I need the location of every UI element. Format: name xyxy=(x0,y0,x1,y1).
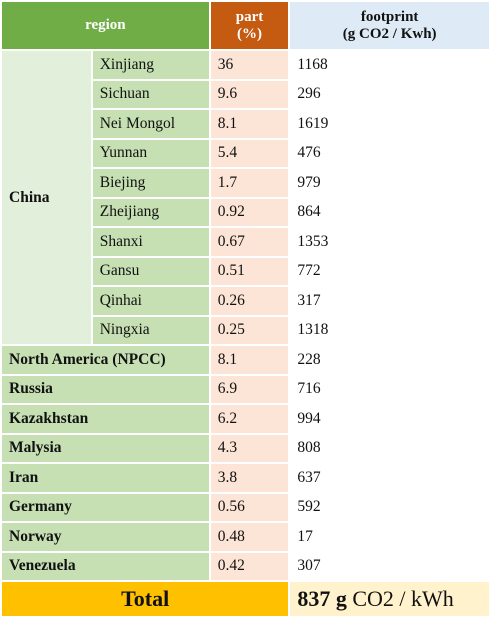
footprint-value: 296 xyxy=(290,80,489,108)
footprint-header-unit: (g CO2 / Kwh) xyxy=(342,25,437,42)
part-value: 0.92 xyxy=(210,198,289,226)
countries-section: North America (NPCC) 8.1 228 Russia 6.9 716 Ka… xyxy=(2,346,489,580)
province-name: Shanxi xyxy=(92,228,209,256)
total-value-unit: CO2 / kWh xyxy=(346,586,454,611)
part-value: 6.2 xyxy=(210,405,289,433)
part-value: 0.42 xyxy=(210,552,289,580)
table-row: Venezuela 0.42 307 xyxy=(2,552,489,580)
footprint-value: 637 xyxy=(290,464,489,492)
table-row: Sichuan 9.6 296 xyxy=(2,80,489,108)
footprint-value: 979 xyxy=(290,169,489,197)
part-value: 8.1 xyxy=(210,110,289,138)
table-row: Yunnan 5.4 476 xyxy=(2,139,489,167)
part-header-unit: (%) xyxy=(237,25,262,42)
country-name: Venezuela xyxy=(2,552,209,580)
footprint-value: 1619 xyxy=(290,110,489,138)
part-value: 36 xyxy=(210,51,289,79)
part-value: 3.8 xyxy=(210,464,289,492)
province-name: Xinjiang xyxy=(92,51,209,79)
footprint-value: 808 xyxy=(290,434,489,462)
total-row: Total 837 g CO2 / kWh xyxy=(2,582,489,616)
province-name: Biejing xyxy=(92,169,209,197)
footprint-value: 307 xyxy=(290,552,489,580)
part-value: 0.26 xyxy=(210,287,289,315)
province-name: Ningxia xyxy=(92,316,209,344)
header-row: region part (%) footprint (g CO2 / Kwh) xyxy=(2,2,489,49)
total-label: Total xyxy=(2,582,289,616)
part-value: 5.4 xyxy=(210,139,289,167)
country-name: Iran xyxy=(2,464,209,492)
country-name: Germany xyxy=(2,493,209,521)
country-name: North America (NPCC) xyxy=(2,346,209,374)
footprint-value: 772 xyxy=(290,257,489,285)
table-row: Gansu 0.51 772 xyxy=(2,257,489,285)
table-row: Biejing 1.7 979 xyxy=(2,169,489,197)
china-label: China xyxy=(2,51,91,344)
part-header-label: part xyxy=(235,8,264,25)
part-value: 0.25 xyxy=(210,316,289,344)
part-value: 0.48 xyxy=(210,523,289,551)
province-name: Sichuan xyxy=(92,80,209,108)
footprint-header-label: footprint xyxy=(360,8,419,25)
country-name: Kazakhstan xyxy=(2,405,209,433)
table-row: Shanxi 0.67 1353 xyxy=(2,228,489,256)
country-name: Russia xyxy=(2,375,209,403)
footprint-value: 1353 xyxy=(290,228,489,256)
footprint-value: 1318 xyxy=(290,316,489,344)
province-name: Gansu xyxy=(92,257,209,285)
table-row: Iran 3.8 637 xyxy=(2,464,489,492)
total-value: 837 g CO2 / kWh xyxy=(290,582,489,616)
table-row: Ningxia 0.25 1318 xyxy=(2,316,489,344)
table-row: Kazakhstan 6.2 994 xyxy=(2,405,489,433)
footprint-value: 317 xyxy=(290,287,489,315)
table-row: Qinhai 0.26 317 xyxy=(2,287,489,315)
country-name: Malysia xyxy=(2,434,209,462)
country-name: Norway xyxy=(2,523,209,551)
china-section: China Xinjiang 36 1168 Sichuan 9.6 296 Nei Mong… xyxy=(2,51,489,344)
footprint-value: 17 xyxy=(290,523,489,551)
table-row: Zheijiang 0.92 864 xyxy=(2,198,489,226)
part-value: 8.1 xyxy=(210,346,289,374)
table-row: Nei Mongol 8.1 1619 xyxy=(2,110,489,138)
table-row: Germany 0.56 592 xyxy=(2,493,489,521)
total-value-number: 837 g xyxy=(297,586,347,611)
footprint-value: 716 xyxy=(290,375,489,403)
region-header: region xyxy=(2,2,209,49)
part-value: 0.67 xyxy=(210,228,289,256)
table-row: Norway 0.48 17 xyxy=(2,523,489,551)
part-value: 0.51 xyxy=(210,257,289,285)
table-row: North America (NPCC) 8.1 228 xyxy=(2,346,489,374)
footprint-value: 994 xyxy=(290,405,489,433)
table-row: China Xinjiang 36 1168 xyxy=(2,51,489,344)
table-row: Malysia 4.3 808 xyxy=(2,434,489,462)
province-name: Yunnan xyxy=(92,139,209,167)
footprint-value: 592 xyxy=(290,493,489,521)
part-value: 1.7 xyxy=(210,169,289,197)
province-name: Qinhai xyxy=(92,287,209,315)
footprint-value: 476 xyxy=(290,139,489,167)
part-value: 4.3 xyxy=(210,434,289,462)
province-name: Zheijiang xyxy=(92,198,209,226)
part-value: 0.56 xyxy=(210,493,289,521)
part-value: 6.9 xyxy=(210,375,289,403)
footprint-header: footprint (g CO2 / Kwh) xyxy=(290,2,489,49)
part-value: 9.6 xyxy=(210,80,289,108)
footprint-value: 864 xyxy=(290,198,489,226)
footprint-value: 228 xyxy=(290,346,489,374)
part-header: part (%) xyxy=(210,2,289,49)
footprint-value: 1168 xyxy=(290,51,489,79)
province-name: Nei Mongol xyxy=(92,110,209,138)
table-row: Russia 6.9 716 xyxy=(2,375,489,403)
